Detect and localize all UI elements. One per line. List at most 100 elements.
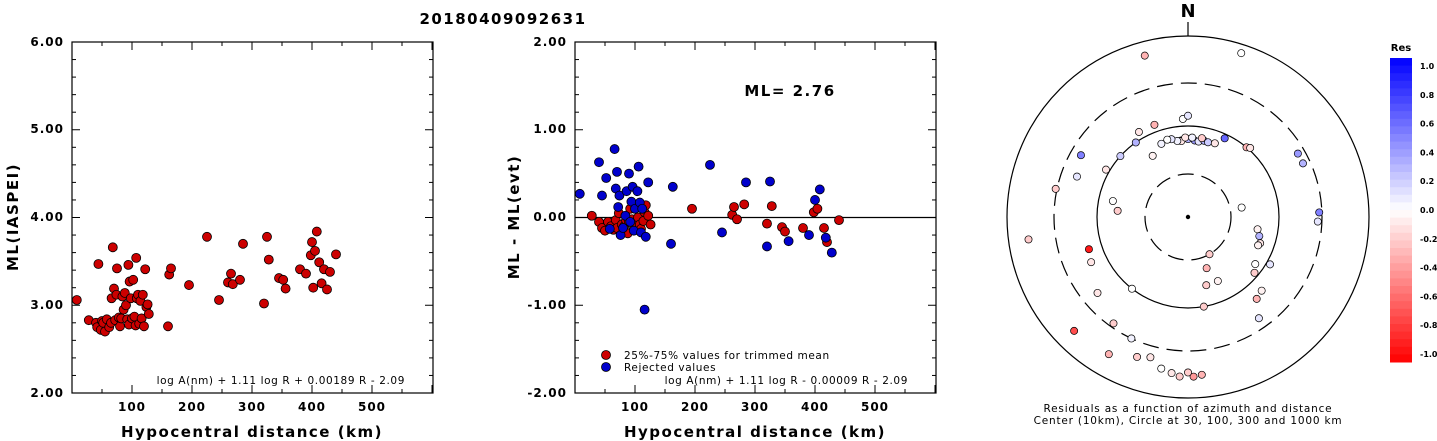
station-point	[1163, 135, 1172, 144]
data-point	[645, 219, 656, 230]
data-point	[202, 231, 212, 242]
colorbar: Res 1.0 0.8 0.6 0.4 0.2 0.0 -0.2 -0.4 -0.6 -0.8 -1…	[1390, 43, 1437, 363]
station-point	[1127, 334, 1136, 343]
data-point	[633, 161, 644, 172]
station-point	[1175, 372, 1184, 381]
station-residual-points	[1024, 49, 1324, 381]
station-point	[1148, 151, 1157, 160]
data-point	[729, 202, 739, 212]
data-point	[259, 298, 269, 309]
colorbar-tick-label: 0.0	[1420, 206, 1435, 215]
data-point	[214, 295, 224, 305]
station-point	[1255, 232, 1264, 241]
station-point	[1253, 225, 1262, 234]
data-point	[814, 184, 825, 195]
station-point	[1133, 353, 1142, 361]
ytick-label: 6.00	[30, 35, 64, 49]
station-point	[1189, 372, 1198, 381]
data-point	[278, 274, 289, 285]
station-point	[1140, 51, 1149, 60]
data-point	[322, 284, 332, 295]
data-point	[705, 159, 715, 170]
colorbar-cell	[1390, 286, 1412, 295]
station-point	[1167, 369, 1176, 378]
colorbar-cell	[1390, 126, 1412, 135]
data-point	[143, 309, 154, 319]
station-point	[1254, 241, 1263, 250]
station-point	[1134, 128, 1143, 136]
y-axis-title: ML - ML(evt)	[505, 155, 523, 279]
data-point	[586, 210, 597, 221]
data-point	[238, 238, 248, 249]
xtick-label: 500	[861, 400, 889, 414]
center-marker	[1185, 214, 1191, 220]
colorbar-gradient	[1390, 58, 1412, 363]
colorbar-tick-label: -0.2	[1420, 235, 1437, 244]
data-point	[762, 241, 772, 252]
xtick-label: 400	[298, 400, 326, 414]
colorbar-cell	[1390, 80, 1412, 89]
ytick-label: 1.00	[533, 122, 567, 136]
xtick-label: 400	[801, 400, 829, 414]
station-point	[1146, 353, 1155, 362]
data-point	[826, 247, 837, 258]
colorbar-cell	[1390, 134, 1412, 143]
data-point	[131, 252, 142, 263]
station-point	[1205, 250, 1214, 259]
panel-ml-iaspei: 2.00 3.00 4.00 5.00 6.00 100 200 300 400…	[4, 35, 434, 441]
data-point	[574, 188, 585, 199]
xtick-label: 100	[118, 400, 146, 414]
colorbar-cell	[1390, 58, 1412, 67]
station-point	[1251, 260, 1260, 269]
data-point	[227, 279, 238, 290]
caption-line-1: Residuals as a function of azimuth and d…	[1044, 403, 1333, 415]
tick-marks-left	[71, 41, 433, 394]
data-point	[612, 166, 622, 177]
station-point	[1313, 217, 1322, 226]
data-point	[594, 157, 604, 168]
ytick-label: 2.00	[533, 35, 567, 49]
colorbar-cell	[1390, 270, 1412, 279]
data-point	[643, 210, 654, 221]
data-point	[262, 231, 272, 242]
colorbar-cell	[1390, 316, 1412, 325]
xtick-label: 500	[358, 400, 386, 414]
ring-300km	[1053, 82, 1323, 352]
station-point	[1250, 268, 1259, 277]
colorbar-cell	[1390, 179, 1412, 188]
station-point	[1202, 264, 1211, 273]
colorbar-cell	[1390, 346, 1412, 355]
colorbar-cell	[1390, 202, 1412, 211]
colorbar-cell	[1390, 232, 1412, 241]
panel-ml-residual: -2.00 -1.00 0.00 1.00 2.00 100 200 300 4…	[505, 35, 937, 441]
colorbar-cell	[1390, 149, 1412, 158]
colorbar-tick-label: -1.0	[1420, 350, 1437, 359]
colorbar-cell	[1390, 187, 1412, 196]
caption-line-2: Center (10km), Circle at 30, 100, 300 an…	[1034, 415, 1343, 427]
data-point	[325, 267, 335, 277]
data-point	[235, 274, 245, 285]
event-title: 20180409092631	[419, 10, 586, 28]
tick-marks-middle	[574, 41, 936, 394]
plot-frame-left	[71, 41, 434, 394]
station-point	[1157, 364, 1166, 373]
legend-marker-trimmed	[601, 350, 611, 360]
data-point	[307, 237, 317, 247]
legend-marker-rejected	[601, 362, 611, 372]
station-point	[1237, 203, 1246, 212]
data-point	[163, 321, 173, 332]
data-point	[741, 177, 751, 188]
data-point	[263, 254, 274, 265]
colorbar-cell	[1390, 354, 1412, 363]
data-point	[783, 236, 794, 247]
colorbar-tick-label: 0.8	[1420, 91, 1435, 100]
data-point	[637, 203, 648, 214]
colorbar-cell	[1390, 118, 1412, 127]
formula-text: log A(nm) + 1.11 log R - 0.00009 R - 2.0…	[665, 375, 908, 387]
colorbar-cell	[1390, 73, 1412, 82]
data-point	[717, 227, 727, 238]
colorbar-cell	[1390, 240, 1412, 249]
data-point	[632, 186, 643, 197]
north-label: N	[1180, 1, 1195, 22]
colorbar-cell	[1390, 293, 1412, 302]
